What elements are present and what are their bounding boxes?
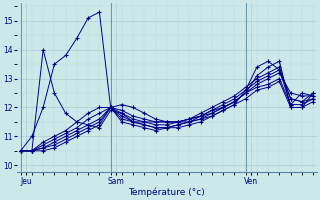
X-axis label: Température (°c): Température (°c) (129, 187, 205, 197)
